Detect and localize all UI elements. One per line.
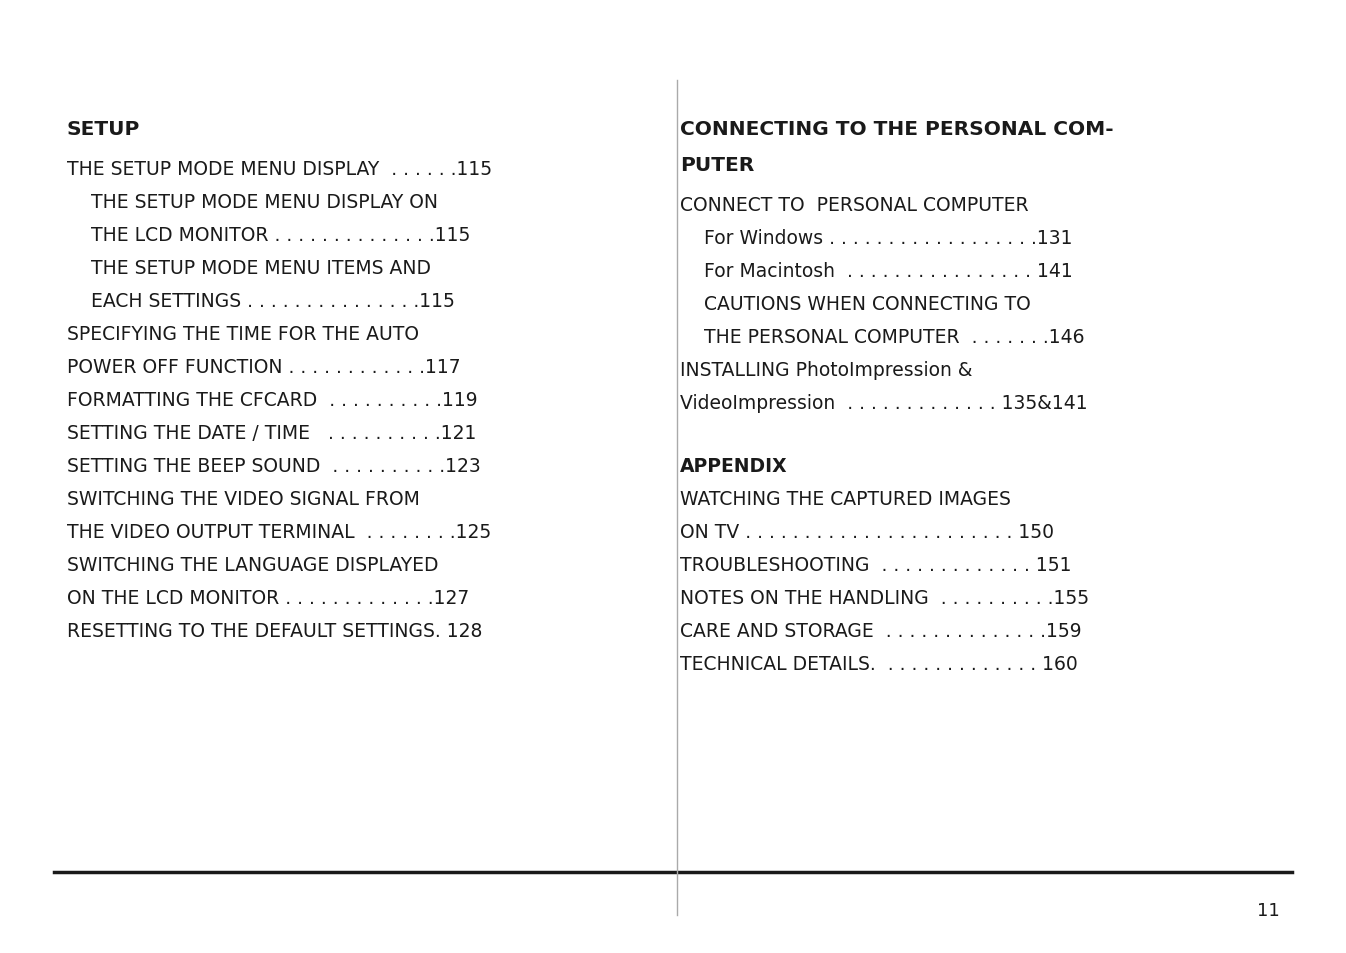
Text: THE SETUP MODE MENU DISPLAY ON: THE SETUP MODE MENU DISPLAY ON [67, 193, 437, 212]
Text: VideoImpression  . . . . . . . . . . . . . 135&141: VideoImpression . . . . . . . . . . . . … [680, 394, 1088, 413]
Text: CAUTIONS WHEN CONNECTING TO: CAUTIONS WHEN CONNECTING TO [680, 294, 1031, 314]
Text: SPECIFYING THE TIME FOR THE AUTO: SPECIFYING THE TIME FOR THE AUTO [67, 324, 419, 343]
Text: INSTALLING PhotoImpression &: INSTALLING PhotoImpression & [680, 360, 973, 379]
Text: TECHNICAL DETAILS.  . . . . . . . . . . . . . 160: TECHNICAL DETAILS. . . . . . . . . . . .… [680, 654, 1078, 673]
Text: ON TV . . . . . . . . . . . . . . . . . . . . . . . 150: ON TV . . . . . . . . . . . . . . . . . … [680, 522, 1054, 541]
Text: ON THE LCD MONITOR . . . . . . . . . . . . .127: ON THE LCD MONITOR . . . . . . . . . . .… [67, 588, 470, 607]
Text: RESETTING TO THE DEFAULT SETTINGS. 128: RESETTING TO THE DEFAULT SETTINGS. 128 [67, 621, 482, 639]
Text: CONNECTING TO THE PERSONAL COM-: CONNECTING TO THE PERSONAL COM- [680, 120, 1113, 139]
Text: SETTING THE BEEP SOUND  . . . . . . . . . .123: SETTING THE BEEP SOUND . . . . . . . . .… [67, 456, 481, 476]
Text: THE SETUP MODE MENU DISPLAY  . . . . . .115: THE SETUP MODE MENU DISPLAY . . . . . .1… [67, 159, 493, 178]
Text: SETUP: SETUP [67, 120, 140, 139]
Text: SWITCHING THE VIDEO SIGNAL FROM: SWITCHING THE VIDEO SIGNAL FROM [67, 489, 420, 508]
Text: SWITCHING THE LANGUAGE DISPLAYED: SWITCHING THE LANGUAGE DISPLAYED [67, 555, 439, 574]
Text: PUTER: PUTER [680, 156, 754, 175]
Text: WATCHING THE CAPTURED IMAGES: WATCHING THE CAPTURED IMAGES [680, 489, 1011, 508]
Text: THE PERSONAL COMPUTER  . . . . . . .146: THE PERSONAL COMPUTER . . . . . . .146 [680, 328, 1085, 347]
Text: 11: 11 [1257, 901, 1280, 919]
Text: THE VIDEO OUTPUT TERMINAL  . . . . . . . .125: THE VIDEO OUTPUT TERMINAL . . . . . . . … [67, 522, 491, 541]
Text: CONNECT TO  PERSONAL COMPUTER: CONNECT TO PERSONAL COMPUTER [680, 195, 1028, 214]
Text: EACH SETTINGS . . . . . . . . . . . . . . .115: EACH SETTINGS . . . . . . . . . . . . . … [67, 292, 455, 311]
Text: FORMATTING THE CFCARD  . . . . . . . . . .119: FORMATTING THE CFCARD . . . . . . . . . … [67, 390, 478, 409]
Text: SETTING THE DATE / TIME   . . . . . . . . . .121: SETTING THE DATE / TIME . . . . . . . . … [67, 423, 476, 442]
Text: TROUBLESHOOTING  . . . . . . . . . . . . . 151: TROUBLESHOOTING . . . . . . . . . . . . … [680, 555, 1071, 574]
Text: THE SETUP MODE MENU ITEMS AND: THE SETUP MODE MENU ITEMS AND [67, 258, 431, 277]
Text: POWER OFF FUNCTION . . . . . . . . . . . .117: POWER OFF FUNCTION . . . . . . . . . . .… [67, 357, 460, 376]
Text: THE LCD MONITOR . . . . . . . . . . . . . .115: THE LCD MONITOR . . . . . . . . . . . . … [67, 225, 470, 244]
Text: NOTES ON THE HANDLING  . . . . . . . . . .155: NOTES ON THE HANDLING . . . . . . . . . … [680, 588, 1089, 607]
Text: CARE AND STORAGE  . . . . . . . . . . . . . .159: CARE AND STORAGE . . . . . . . . . . . .… [680, 621, 1082, 639]
Text: For Macintosh  . . . . . . . . . . . . . . . . 141: For Macintosh . . . . . . . . . . . . . … [680, 262, 1073, 280]
Text: For Windows . . . . . . . . . . . . . . . . . .131: For Windows . . . . . . . . . . . . . . … [680, 229, 1073, 248]
Text: APPENDIX: APPENDIX [680, 456, 787, 476]
